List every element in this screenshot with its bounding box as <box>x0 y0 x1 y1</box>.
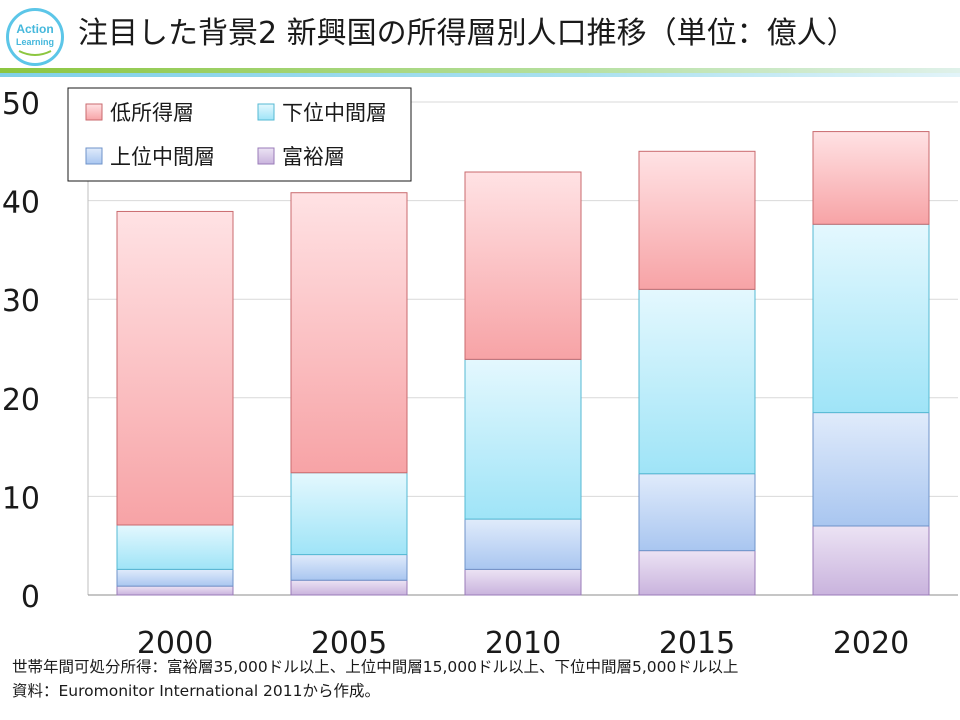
x-tick-label: 2000 <box>137 626 213 661</box>
x-tick-label: 2020 <box>833 626 909 661</box>
bar-segment <box>812 131 930 225</box>
y-tick-label: 0 <box>21 580 40 615</box>
bar-segment <box>464 358 582 520</box>
action-learning-logo: Action Learning <box>6 8 64 66</box>
y-tick-label: 30 <box>2 284 40 319</box>
x-tick-label: 2015 <box>659 626 735 661</box>
bar-segment <box>464 171 582 360</box>
bar-segment <box>116 585 234 596</box>
bar-segment <box>290 192 408 474</box>
bar-segment <box>812 525 930 596</box>
legend-box <box>67 87 412 182</box>
bar-segment <box>116 568 234 587</box>
legend-label: 上位中間層 <box>110 145 215 169</box>
bar-segment <box>812 223 930 414</box>
x-tick-label: 2010 <box>485 626 561 661</box>
bar-segment <box>290 472 408 556</box>
y-tick-label: 40 <box>2 186 40 221</box>
bar-segment <box>116 524 234 570</box>
bar-segment <box>638 473 756 552</box>
bar-segment <box>116 210 234 526</box>
x-tick-label: 2005 <box>311 626 387 661</box>
footnote-source: 資料：Euromonitor International 2011から作成。 <box>12 682 381 700</box>
legend-label: 低所得層 <box>110 101 194 125</box>
bar-segment <box>638 550 756 596</box>
legend-swatch <box>257 147 275 165</box>
bar-segment <box>464 518 582 570</box>
bar-segment <box>812 412 930 527</box>
bar-segment <box>638 150 756 290</box>
legend-swatch <box>257 103 275 121</box>
bar-segment <box>290 554 408 581</box>
title-underline-green <box>0 68 960 73</box>
y-tick-label: 20 <box>2 383 40 418</box>
legend-label: 富裕層 <box>282 145 345 169</box>
slide-header: Action Learning 注目した背景2 新興国の所得層別人口推移（単位：… <box>0 0 960 78</box>
stacked-bar-chart: 0 10 20 30 40 50 2000 2005 2010 2015 2020 低所得層 下位中間層… <box>2 87 958 661</box>
bar-segment <box>290 579 408 596</box>
y-tick-label: 10 <box>2 481 40 516</box>
bar-segment <box>638 288 756 475</box>
title-underline-blue <box>0 73 960 77</box>
logo-text-line1: Action <box>16 22 53 36</box>
page-title: 注目した背景2 新興国の所得層別人口推移（単位：億人） <box>78 16 857 51</box>
legend-swatch <box>85 147 103 165</box>
y-tick-label: 50 <box>2 87 40 122</box>
footnote-income-definition: 世帯年間可処分所得：富裕層35,000ドル以上、上位中間層15,000ドル以上、… <box>12 658 739 676</box>
legend-swatch <box>85 103 103 121</box>
bar-segment <box>464 568 582 596</box>
logo-text-line2: Learning <box>16 37 54 47</box>
legend-label: 下位中間層 <box>282 101 387 125</box>
